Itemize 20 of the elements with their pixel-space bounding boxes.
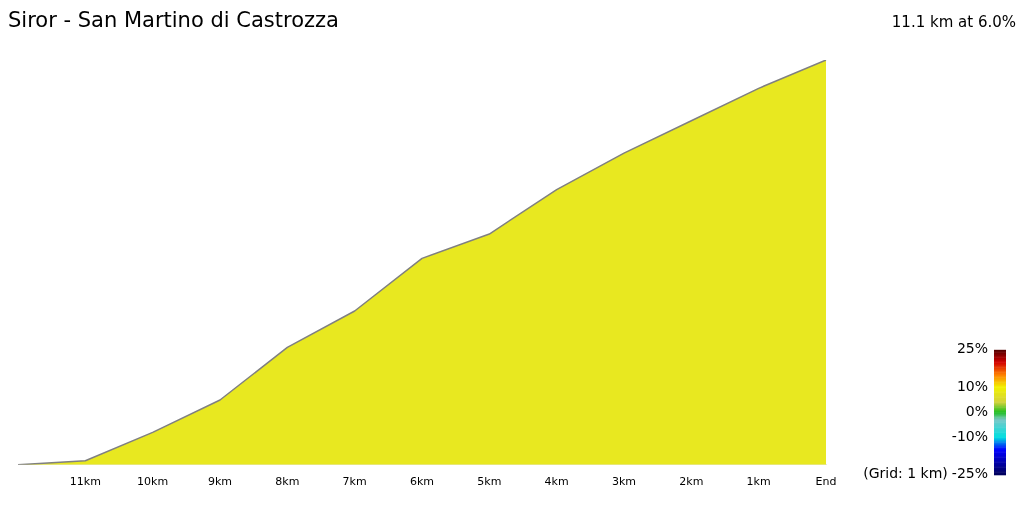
color-bar-label: -25% (951, 465, 988, 482)
text: 11.1 km at 6.0% (891, 13, 1016, 31)
color-bar-label: 10% (956, 377, 988, 394)
x-tick-label: End (815, 475, 837, 489)
x-tick-label: 5km (477, 475, 502, 489)
x-tick-label: 2km (679, 475, 704, 489)
color-bar-label: 0% (965, 402, 988, 419)
x-tick-label: 8km (275, 475, 300, 489)
x-tick-label: 9km (207, 475, 233, 489)
x-tick-label: 11km (69, 475, 101, 489)
x-tick-label: 3km (611, 475, 637, 489)
x-tick-label: 4km (544, 475, 569, 489)
chart-title: Siror - San Martino di Castrozza (8, 8, 339, 32)
x-tick-label: 7km (342, 475, 367, 489)
color-bar-label: 25% (956, 340, 988, 357)
x-tick-label: 10km (137, 475, 169, 489)
x-tick-label: 1km (746, 475, 771, 489)
text: (Grid: 1 km) (863, 465, 948, 482)
color-bar-label: -10% (951, 427, 988, 444)
x-tick-label: 6km (409, 475, 435, 489)
